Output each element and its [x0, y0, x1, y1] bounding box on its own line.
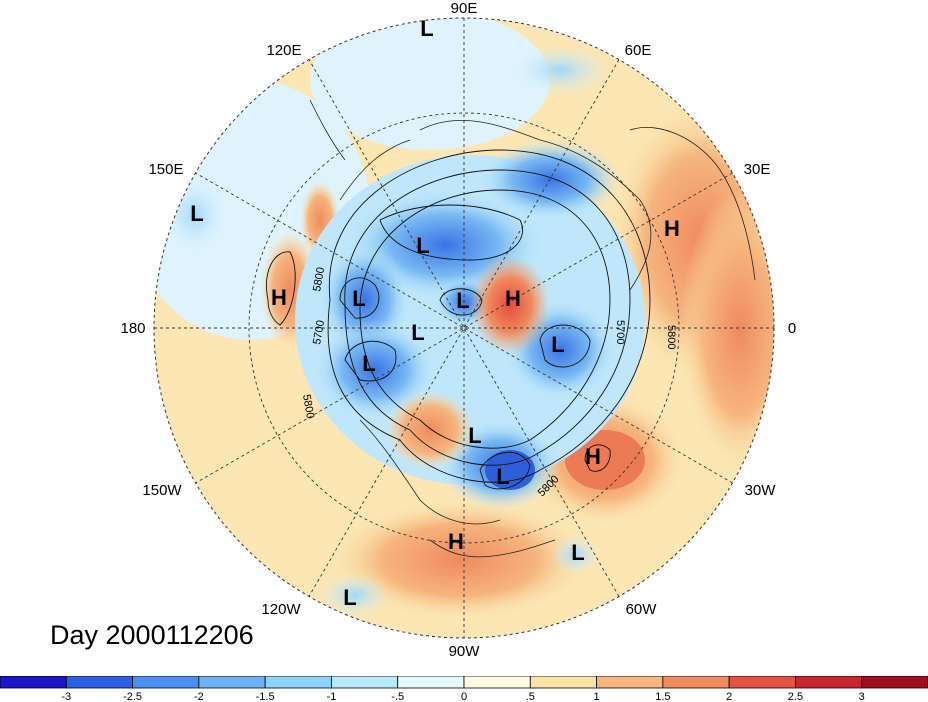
lon-label-30e: 30E	[744, 161, 771, 178]
colorbar-box	[861, 676, 928, 689]
colorbar-boxes	[0, 676, 928, 689]
lon-label-150w: 150W	[142, 482, 182, 499]
colorbar-tick-label: -1	[327, 691, 337, 702]
pressure-center-label: L	[416, 233, 429, 258]
polar-anomaly-map: 90E 60E 30E 0 30W 60W 90W 120W 150W 180 …	[120, 0, 796, 660]
colorbar-tick-label: -2	[194, 691, 204, 702]
lon-label-90w: 90W	[449, 643, 481, 660]
colorbar-tick-label: 2.5	[788, 691, 803, 702]
pressure-center-label: L	[468, 423, 481, 448]
longitude-labels: 90E 60E 30E 0 30W 60W 90W 120W 150W 180 …	[120, 0, 796, 660]
date-caption: Day 2000112206	[50, 620, 254, 650]
contour-label: 5700	[311, 319, 327, 345]
colorbar-box	[65, 676, 133, 689]
pressure-center-label: L	[456, 288, 469, 313]
pressure-center-label: H	[664, 216, 680, 241]
pressure-centers: L L H L H L L H L L L L H L H L L	[190, 16, 680, 610]
contour-label: 5700	[614, 320, 626, 344]
colorbar-box	[463, 676, 531, 689]
lon-label-30w: 30W	[745, 482, 777, 499]
pressure-center-label: L	[551, 332, 564, 357]
colorbar-tick-labels: -3 -2.5 -2 -1.5 -1 -.5 0 .5 1 1.5 2 2.5 3	[61, 691, 864, 702]
colorbar-tick-label: 2	[726, 691, 732, 702]
colorbar-tick-label: -.5	[391, 691, 404, 702]
colorbar-tick-label: -3	[61, 691, 71, 702]
colorbar-box	[795, 676, 863, 689]
lon-label-150e: 150E	[148, 161, 183, 178]
colorbar-tick-label: 3	[859, 691, 865, 702]
colorbar-box	[198, 676, 266, 689]
pressure-center-label: L	[420, 16, 433, 41]
lon-label-120e: 120E	[266, 42, 301, 59]
lon-label-60w: 60W	[626, 601, 658, 618]
pressure-center-label: H	[585, 444, 601, 469]
colorbar-box	[397, 676, 465, 689]
lon-label-90e: 90E	[451, 0, 478, 17]
contour-label: 5800	[311, 266, 327, 292]
pressure-center-label: H	[271, 285, 287, 310]
colorbar-box	[0, 676, 67, 689]
colorbar-tick-label: -2.5	[123, 691, 142, 702]
colorbar-tick-label: 0	[461, 691, 467, 702]
colorbar-tick-label: 1	[594, 691, 600, 702]
contour-label: 5800	[300, 393, 316, 419]
colorbar-box	[728, 676, 796, 689]
pressure-center-label: L	[343, 585, 356, 610]
colorbar: -3 -2.5 -2 -1.5 -1 -.5 0 .5 1 1.5 2 2.5 3	[0, 676, 928, 702]
colorbar-tick-label: 1.5	[655, 691, 670, 702]
lon-label-0: 0	[788, 320, 796, 337]
anomaly-shading	[154, 18, 774, 638]
pressure-center-label: H	[505, 286, 521, 311]
colorbar-box	[132, 676, 200, 689]
colorbar-box	[331, 676, 399, 689]
lon-label-180: 180	[120, 320, 145, 337]
pressure-center-label: L	[571, 540, 584, 565]
pressure-center-label: L	[411, 320, 424, 345]
pressure-center-label: L	[362, 351, 375, 376]
graticule	[154, 18, 774, 638]
contour-label: 5800	[665, 325, 677, 349]
pressure-center-label: L	[352, 286, 365, 311]
pressure-center-label: L	[496, 464, 509, 489]
lon-label-60e: 60E	[625, 42, 652, 59]
lon-label-120w: 120W	[261, 601, 301, 618]
pressure-center-label: H	[448, 529, 464, 554]
colorbar-box	[264, 676, 332, 689]
colorbar-tick-label: .5	[526, 691, 535, 702]
colorbar-box	[596, 676, 664, 689]
pressure-center-label: L	[190, 201, 203, 226]
map-boundary	[153, 17, 775, 639]
colorbar-box	[529, 676, 597, 689]
height-contours	[266, 149, 651, 490]
colorbar-box	[662, 676, 730, 689]
coastlines	[309, 99, 756, 558]
colorbar-tick-label: -1.5	[256, 691, 275, 702]
